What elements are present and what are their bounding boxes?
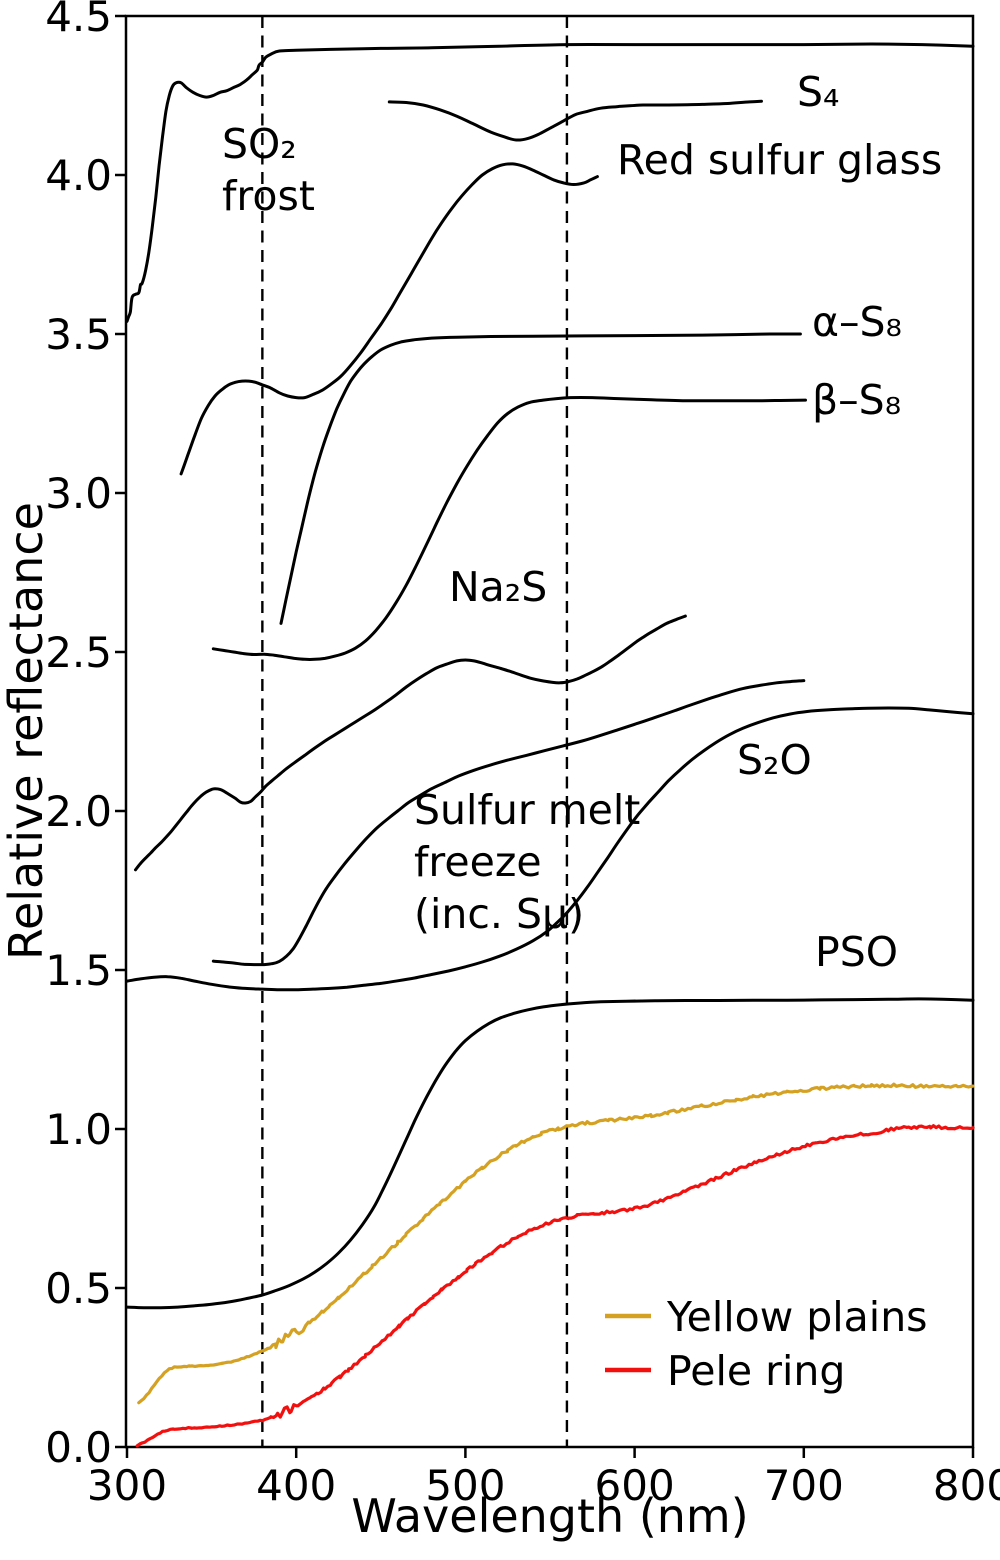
- curve-label-beta-s8: β–S₈: [812, 376, 901, 424]
- curve-na-s: [134, 614, 687, 872]
- curve-label-sulfur-melt-freeze: (inc. Sμ): [414, 890, 584, 938]
- curve-label-na2s: Na₂S: [449, 563, 547, 611]
- x-tick-label: 300: [87, 1461, 167, 1510]
- plot-border: [124, 14, 975, 1449]
- curve-label-pso: PSO: [815, 928, 898, 976]
- curve-red-sulfur-glass: [179, 162, 599, 476]
- y-tick-label: 4.5: [45, 0, 112, 41]
- legend-label-pele-ring: Pele ring: [667, 1347, 845, 1395]
- x-tick-label: 800: [933, 1461, 1000, 1510]
- x-tick-label: 400: [256, 1461, 336, 1510]
- curve-yellow-plains: [137, 1082, 975, 1405]
- curve-pele-ring: [135, 1124, 975, 1448]
- y-tick-label: 2.5: [45, 628, 112, 677]
- axis-tick-labels: 300 400 500 600 700 800 0.0 0.5 1.0 1.5 2.0 2.5 3.0 3…: [45, 0, 1000, 1510]
- y-tick-label: 0.5: [45, 1264, 112, 1313]
- y-tick-label: 3.0: [45, 469, 112, 518]
- y-tick-label: 4.0: [45, 151, 112, 200]
- x-tick-label: 600: [595, 1461, 675, 1510]
- reference-vlines: [261, 16, 569, 1447]
- curve-s: [211, 395, 807, 661]
- legend: Yellow plains Pele ring: [605, 1293, 928, 1395]
- y-tick-label: 2.0: [45, 787, 112, 836]
- curve-s-o: [211, 679, 806, 967]
- curve-label-sulfur-melt-freeze: Sulfur melt: [414, 786, 640, 834]
- spectra-curves: [125, 42, 975, 1448]
- x-tick-label: 700: [764, 1461, 844, 1510]
- curve-label-so2-frost: SO₂: [222, 120, 297, 168]
- x-tick-label: 500: [425, 1461, 505, 1510]
- y-tick-label: 0.0: [45, 1423, 112, 1472]
- curve-so-frost: [125, 42, 975, 323]
- curve-s: [387, 99, 763, 142]
- y-tick-label: 1.0: [45, 1105, 112, 1154]
- curve-label-red-sulfur-glass: Red sulfur glass: [617, 136, 942, 184]
- curve-label-sulfur-melt-freeze: freeze: [414, 838, 542, 886]
- curve-sulfur-melt-freeze-inc-s: [125, 706, 975, 992]
- curve-label-s4: S₄: [797, 68, 839, 116]
- axis-ticks: [115, 14, 975, 1458]
- curve-s: [279, 332, 802, 625]
- curve-label-s2o: S₂O: [737, 736, 812, 784]
- legend-label-yellow-plains: Yellow plains: [666, 1293, 928, 1341]
- y-axis-title: Relative reflectance: [0, 502, 53, 960]
- curve-label-alpha-s8: α–S₈: [812, 298, 902, 346]
- plot-frame: [124, 14, 975, 1449]
- y-tick-label: 1.5: [45, 946, 112, 995]
- x-axis-title: Wavelength (nm): [351, 1489, 748, 1543]
- y-tick-label: 3.5: [45, 310, 112, 359]
- curve-label-so2-frost: frost: [222, 172, 315, 220]
- curve-pso: [125, 997, 975, 1310]
